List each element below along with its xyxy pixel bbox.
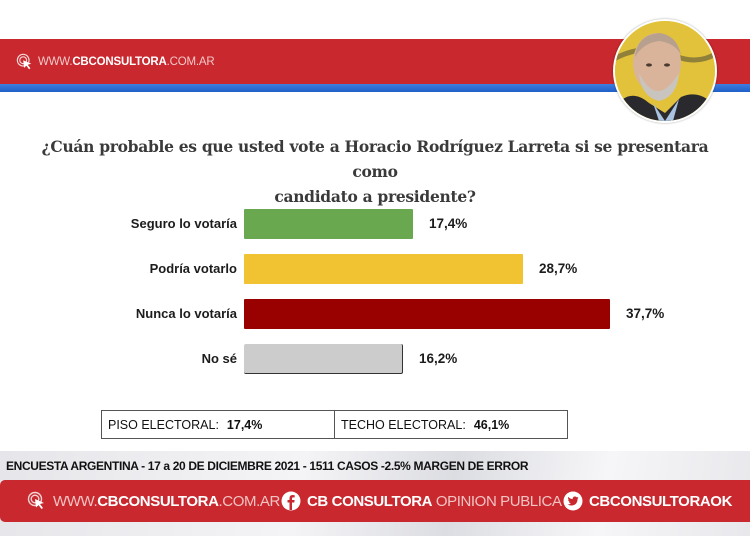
- bar-nunca: [244, 299, 610, 329]
- footer-website-link[interactable]: WWW. CBCONSULTORA .COM.AR: [27, 480, 280, 522]
- footer-website-name: CBCONSULTORA: [97, 492, 219, 510]
- bar-label: No sé: [201, 351, 237, 366]
- survey-note: ENCUESTA ARGENTINA - 17 a 20 DE DICIEMBR…: [6, 459, 529, 473]
- brand-name: CBCONSULTORA: [72, 56, 167, 68]
- bar-row-nose: No sé 16,2%: [0, 344, 750, 374]
- bottom-margin: [0, 536, 750, 542]
- header-accent-stripe: [0, 84, 750, 92]
- brand-suffix: .COM.AR: [166, 56, 215, 68]
- bar-value: 17,4%: [429, 216, 468, 231]
- ceiling-stat: TECHO ELECTORAL: 46,1%: [335, 411, 567, 438]
- bar-nose: [244, 344, 403, 374]
- electoral-stats-box: PISO ELECTORAL: 17,4% TECHO ELECTORAL: 4…: [101, 410, 568, 439]
- brand-prefix: WWW.: [38, 56, 73, 68]
- header-brand-link[interactable]: WWW. CBCONSULTORA .COM.AR: [16, 53, 215, 71]
- footer-band: [0, 480, 750, 522]
- cursor-click-icon: [27, 491, 44, 509]
- bar-seguro: [244, 209, 413, 239]
- bar-value: 37,7%: [626, 306, 665, 321]
- footer-website-suffix: .COM.AR: [218, 492, 281, 510]
- footer-facebook-link[interactable]: CB CONSULTORA OPINION PUBLICA: [281, 480, 562, 522]
- floor-value: 17,4%: [226, 417, 263, 432]
- footer-facebook-name: CB CONSULTORA: [307, 492, 433, 510]
- candidate-portrait: [613, 19, 717, 123]
- bar-row-nunca: Nunca lo votaría 37,7%: [0, 299, 750, 329]
- ceiling-value: 46,1%: [473, 417, 510, 432]
- bar-row-podria: Podría votarlo 28,7%: [0, 254, 750, 284]
- floor-label: PISO ELECTORAL:: [108, 417, 219, 432]
- floor-stat: PISO ELECTORAL: 17,4%: [102, 411, 335, 438]
- bar-value: 28,7%: [539, 261, 578, 276]
- footer-facebook-subtitle: OPINION PUBLICA: [432, 492, 562, 510]
- footer-website-prefix: WWW.: [53, 492, 98, 510]
- bar-row-seguro: Seguro lo votaría 17,4%: [0, 209, 750, 239]
- bar-value: 16,2%: [419, 351, 458, 366]
- chart-title: ¿Cuán probable es que usted vote a Horac…: [20, 134, 730, 209]
- chart-title-line-1: ¿Cuán probable es que usted vote a Horac…: [41, 137, 709, 181]
- bar-label: Nunca lo votaría: [135, 306, 237, 321]
- portrait-photo: [615, 21, 715, 121]
- bar-label: Podría votarlo: [149, 261, 237, 276]
- cursor-click-icon: [16, 53, 32, 70]
- footer-twitter-handle: CBCONSULTORAOK: [589, 492, 733, 510]
- bar-label: Seguro lo votaría: [130, 216, 237, 231]
- ceiling-label: TECHO ELECTORAL:: [341, 417, 466, 432]
- twitter-icon: [563, 491, 583, 511]
- bar-podria: [244, 254, 523, 284]
- chart-title-line-2: candidato a presidente?: [274, 187, 476, 206]
- facebook-icon: [281, 491, 301, 511]
- footer-twitter-link[interactable]: CBCONSULTORAOK: [563, 480, 732, 522]
